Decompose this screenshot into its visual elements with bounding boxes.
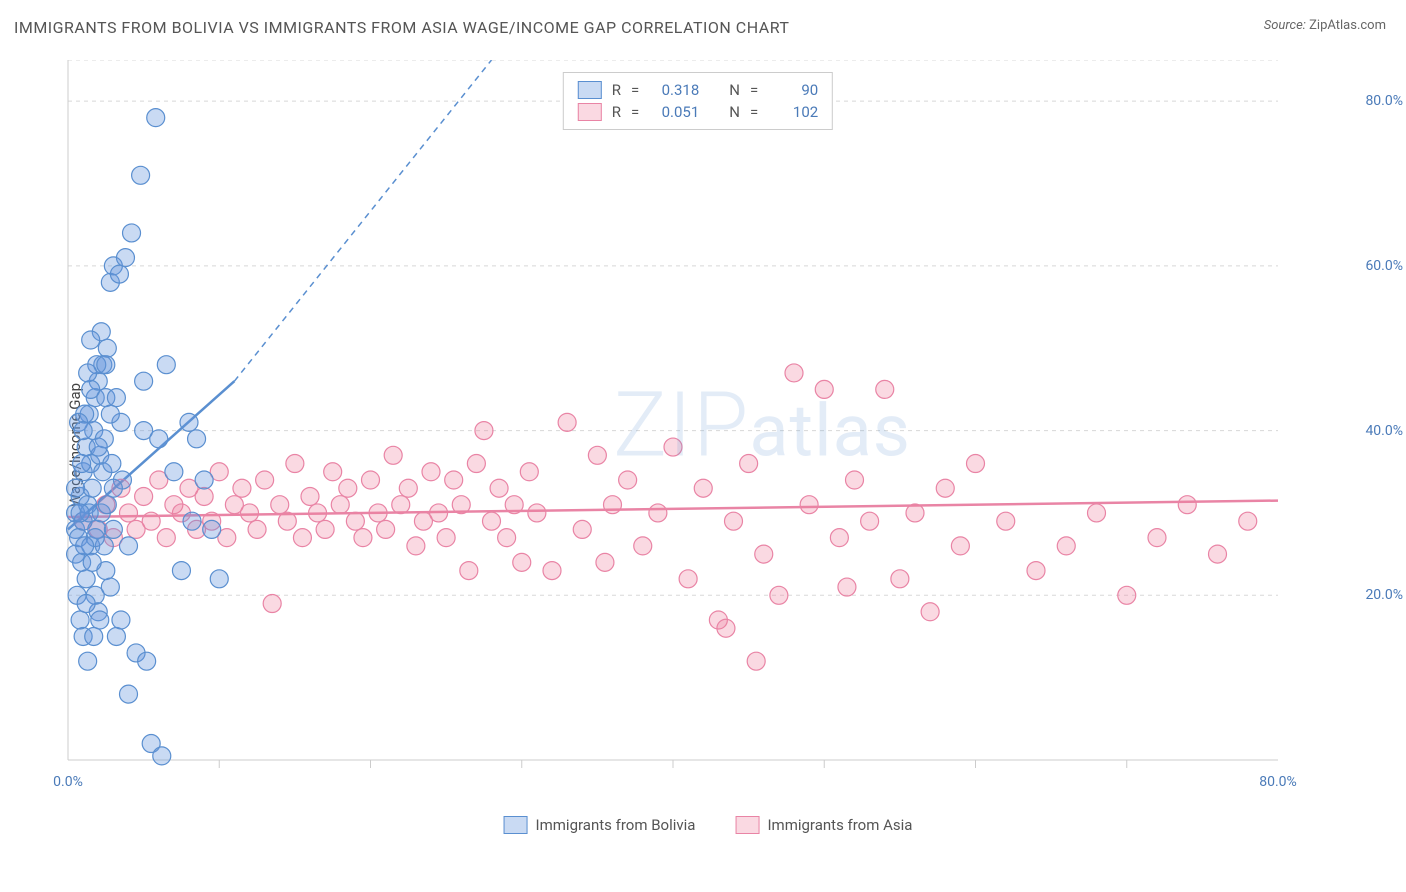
chart-container: Wage/Income Gap ZIPatlas R = 0.318 N = 9… [48,50,1368,840]
swatch-pink [578,103,602,121]
n-value-pink: 102 [768,103,818,121]
source-attribution: Source: ZipAtlas.com [1264,18,1386,33]
r-value-pink: 0.051 [649,103,699,121]
eq: = [631,103,639,121]
n-value-blue: 90 [768,81,818,99]
n-label: N [729,103,740,121]
swatch-pink-bottom [735,816,759,834]
chart-svg [58,60,1338,800]
chart-title: IMMIGRANTS FROM BOLIVIA VS IMMIGRANTS FR… [14,18,789,37]
y-tick: 60.0% [1365,258,1403,274]
r-value-blue: 0.318 [649,81,699,99]
legend-label-pink: Immigrants from Asia [767,816,912,834]
eq: = [631,81,639,99]
stats-row-blue: R = 0.318 N = 90 [578,79,818,101]
eq: = [750,103,758,121]
source-label: Source: [1264,18,1306,33]
y-tick: 80.0% [1365,93,1403,109]
x-tick: 0.0% [53,774,83,790]
legend-item-pink: Immigrants from Asia [735,816,912,834]
r-label: R [612,81,621,99]
stats-row-pink: R = 0.051 N = 102 [578,101,818,123]
legend-item-blue: Immigrants from Bolivia [504,816,696,834]
swatch-blue [578,81,602,99]
r-label: R [612,103,621,121]
bottom-legend: Immigrants from Bolivia Immigrants from … [504,816,913,834]
stats-legend: R = 0.318 N = 90 R = 0.051 N = 102 [563,72,833,130]
legend-label-blue: Immigrants from Bolivia [536,816,696,834]
swatch-blue-bottom [504,816,528,834]
x-tick: 80.0% [1259,774,1297,790]
plot-area: ZIPatlas R = 0.318 N = 90 R = 0.051 N = [58,60,1338,800]
y-tick: 40.0% [1365,423,1403,439]
y-tick: 20.0% [1365,587,1403,603]
n-label: N [729,81,740,99]
eq: = [750,81,758,99]
source-name: ZipAtlas.com [1309,18,1386,33]
